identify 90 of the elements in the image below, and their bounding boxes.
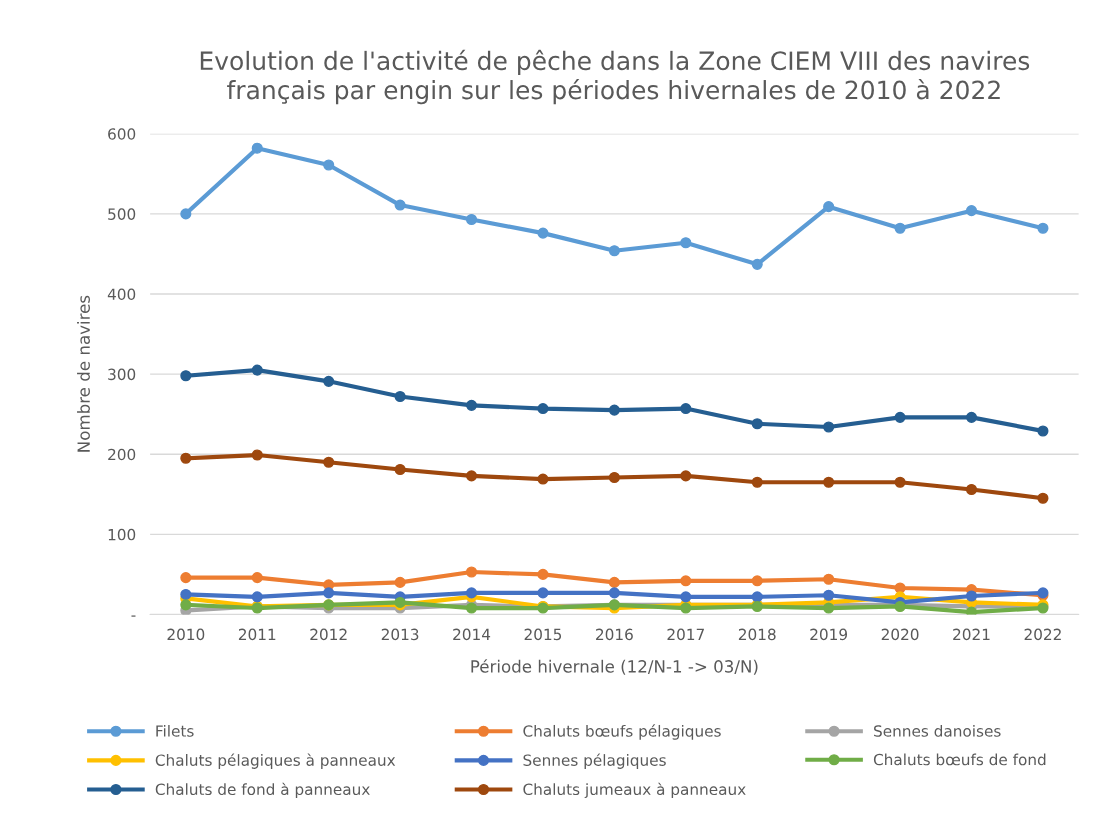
- point: [537, 403, 549, 415]
- x-tick-label: 2014: [453, 628, 491, 641]
- point: [965, 205, 978, 217]
- legend-label: Chaluts bœufs de fond: [873, 753, 1046, 766]
- point: [251, 364, 263, 376]
- point: [823, 573, 835, 585]
- point: [537, 568, 549, 580]
- legend-label: Sennes pélagiques: [523, 753, 666, 769]
- point: [751, 418, 763, 430]
- point: [751, 575, 763, 587]
- point: [323, 159, 335, 171]
- point: [823, 476, 835, 488]
- x-tick-label: 2012: [310, 628, 347, 641]
- point: [608, 587, 620, 599]
- point: [465, 213, 478, 226]
- legend-label: Chaluts jumeaux à panneaux: [523, 782, 746, 799]
- point: [537, 227, 549, 239]
- legend-label: Filets: [156, 724, 194, 737]
- legend-label: Chaluts pélagiques à panneaux: [155, 753, 396, 769]
- point: [894, 476, 906, 488]
- point: [1037, 222, 1049, 234]
- y-tick-label: 500: [108, 208, 136, 220]
- point: [608, 404, 620, 416]
- point: [180, 572, 192, 584]
- x-tick-label: 2016: [596, 628, 633, 641]
- point: [823, 421, 835, 433]
- x-tick-label: 2017: [667, 628, 704, 641]
- y-tick-label: 600: [108, 128, 136, 140]
- point: [751, 591, 763, 603]
- point: [251, 591, 263, 603]
- point: [680, 591, 692, 603]
- point: [894, 222, 906, 234]
- x-tick-label: 2019: [810, 628, 848, 641]
- y-tick-label: 400: [107, 288, 136, 301]
- point: [465, 587, 478, 599]
- x-tick-label: 2020: [881, 628, 919, 641]
- point: [680, 470, 692, 482]
- x-tick-label: 2022: [1024, 628, 1061, 641]
- x-tick-label: 2013: [381, 628, 419, 641]
- x-tick-label: 2021: [953, 628, 990, 641]
- point: [251, 572, 263, 584]
- point: [180, 599, 192, 611]
- point: [465, 399, 478, 411]
- point: [394, 463, 406, 476]
- point: [1037, 425, 1049, 437]
- point: [394, 390, 406, 403]
- point: [465, 470, 478, 482]
- x-tick-label: 2011: [238, 628, 276, 641]
- point: [180, 208, 192, 220]
- y-tick-label: -: [131, 615, 136, 617]
- legend-label: Sennes danoises: [874, 724, 1001, 737]
- y-tick-label: 300: [108, 368, 136, 381]
- x-axis-title: Période hivernale (12/N-1 -> 03/N): [471, 659, 758, 675]
- point: [680, 575, 692, 587]
- x-tick-label: 2018: [738, 628, 776, 641]
- point: [608, 245, 620, 257]
- point: [751, 476, 763, 488]
- y-tick-label: 200: [108, 448, 136, 461]
- x-tick-label: 2010: [167, 628, 205, 641]
- x-tick-label: 2015: [524, 628, 562, 641]
- point: [323, 375, 335, 387]
- point: [965, 483, 978, 496]
- point: [465, 566, 478, 578]
- point: [608, 471, 620, 484]
- y-axis-title: Nombre de navires: [77, 295, 90, 452]
- legend-label: Chaluts bœufs pélagiques: [523, 724, 721, 740]
- y-tick-label: 100: [108, 528, 136, 541]
- point: [965, 590, 978, 602]
- point: [1037, 492, 1049, 504]
- point: [394, 576, 406, 588]
- point: [537, 473, 549, 485]
- point: [180, 370, 192, 382]
- point: [894, 411, 906, 423]
- point: [965, 411, 978, 423]
- point: [680, 403, 692, 415]
- point: [251, 449, 263, 461]
- point: [251, 142, 263, 154]
- point: [394, 199, 406, 211]
- point: [323, 587, 335, 599]
- point: [537, 587, 549, 599]
- chart-title: Evolution de l'activité de pêche dans la Zone CIEM VIII des navires français par engin sur les périodes hivernales de 2010 à 2022: [200, 49, 1030, 105]
- point: [823, 589, 835, 601]
- point: [180, 588, 192, 600]
- point: [323, 456, 335, 468]
- point: [751, 258, 763, 270]
- legend-label: Chaluts de fond à panneaux: [155, 782, 370, 799]
- point: [823, 201, 835, 213]
- point: [608, 576, 620, 588]
- point: [680, 237, 692, 249]
- point: [180, 452, 192, 464]
